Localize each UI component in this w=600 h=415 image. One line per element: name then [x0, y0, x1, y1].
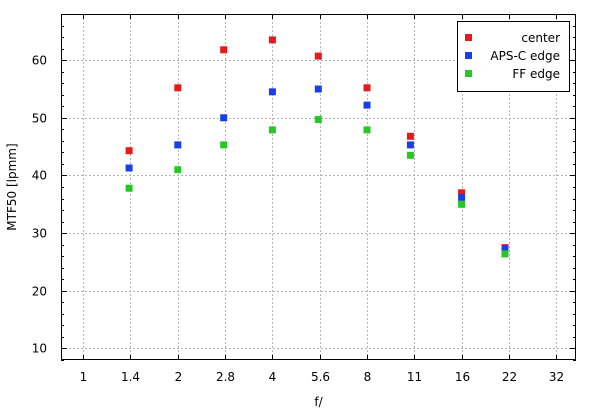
data-markers: [125, 36, 509, 258]
y-tick-label: 50: [32, 112, 47, 126]
marker-aps-c-edge: [314, 85, 322, 93]
marker-ff-edge: [220, 141, 228, 149]
x-tick-labels: 1 1.4 2 2.8 4 5.6 8 11 16 22 32: [80, 370, 564, 384]
x-tick-label: 22: [502, 370, 517, 384]
y-tick-label: 30: [32, 227, 47, 241]
marker-center: [314, 52, 322, 60]
legend-label-center: center: [521, 31, 560, 45]
legend-label-aps-c-edge: APS-C edge: [490, 49, 560, 63]
marker-ff-edge: [458, 200, 466, 208]
marker-aps-c-edge: [268, 88, 276, 96]
marker-aps-c-edge: [458, 193, 466, 201]
marker-aps-c-edge: [406, 141, 414, 149]
legend: center APS-C edge FF edge: [457, 21, 570, 92]
marker-center: [363, 84, 371, 92]
y-tick-label: 60: [32, 54, 47, 68]
legend-swatch-center: [465, 34, 472, 41]
marker-ff-edge: [501, 250, 509, 258]
marker-center: [220, 46, 228, 54]
x-tick-label: 5.6: [311, 370, 330, 384]
marker-ff-edge: [406, 151, 414, 159]
marker-center: [406, 132, 414, 140]
legend-swatch-ff-edge: [465, 70, 472, 77]
marker-center: [125, 147, 133, 155]
x-tick-label: 32: [549, 370, 564, 384]
marker-center: [458, 189, 466, 197]
legend-swatch-aps-c-edge: [465, 52, 472, 59]
marker-ff-edge: [314, 116, 322, 123]
marker-ff-edge: [174, 166, 182, 174]
marker-aps-c-edge: [125, 164, 133, 172]
y-tick-labels: 10 20 30 40 50 60: [32, 54, 47, 356]
x-tick-label: 2.8: [216, 370, 235, 384]
x-axis-label: f/: [314, 395, 323, 409]
marker-aps-c-edge: [174, 141, 182, 149]
y-tick-label: 10: [32, 342, 47, 356]
x-tick-label: 1: [80, 370, 88, 384]
legend-label-ff-edge: FF edge: [512, 67, 560, 81]
y-tick-label: 20: [32, 285, 47, 299]
x-tick-label: 16: [455, 370, 470, 384]
marker-aps-c-edge: [501, 245, 509, 253]
y-tick-label: 40: [32, 169, 47, 183]
plot-frame: [61, 14, 576, 360]
x-tick-label: 11: [407, 370, 422, 384]
y-axis-label: MTF50 [lpmm]: [5, 143, 19, 230]
marker-center: [268, 36, 276, 44]
marker-ff-edge: [363, 126, 371, 134]
marker-center: [174, 84, 182, 92]
x-tick-label: 2: [175, 370, 183, 384]
legend-box: [457, 21, 570, 92]
marker-aps-c-edge: [363, 101, 371, 109]
x-tick-label: 8: [364, 370, 372, 384]
marker-ff-edge: [268, 126, 276, 134]
marker-ff-edge: [125, 184, 133, 192]
marker-aps-c-edge: [220, 114, 228, 122]
x-tick-label: 4: [269, 370, 277, 384]
x-tick-label: 1.4: [121, 370, 140, 384]
